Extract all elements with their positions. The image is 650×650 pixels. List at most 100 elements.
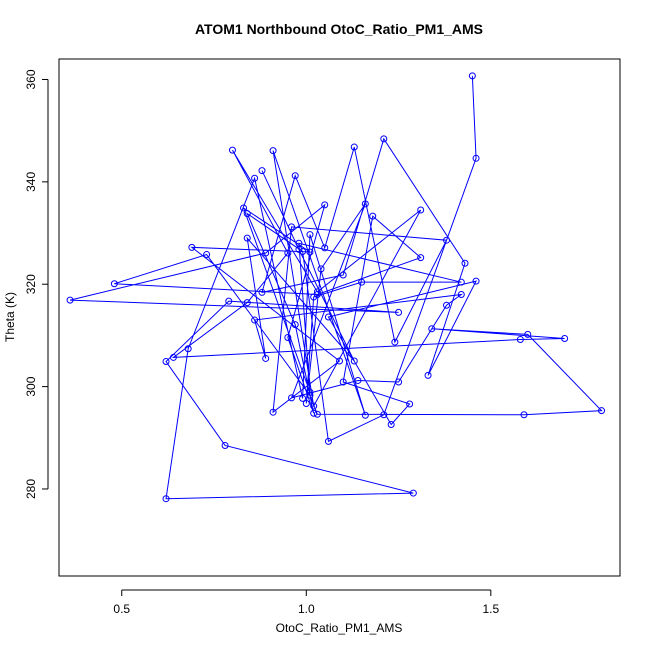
data-point <box>339 271 347 279</box>
data-point <box>409 489 417 497</box>
data-point <box>306 248 314 256</box>
data-point <box>299 247 307 255</box>
data-point <box>358 278 366 286</box>
data-point <box>380 411 388 419</box>
data-point <box>313 410 321 418</box>
data-point <box>291 321 299 329</box>
y-axis: 280 300 320 340 360 <box>24 69 49 499</box>
y-tick-label: 360 <box>24 69 38 89</box>
data-point <box>457 278 465 286</box>
x-axis-label: OtoC_Ratio_PM1_AMS <box>276 621 403 635</box>
data-point <box>310 293 318 301</box>
data-point <box>361 411 369 419</box>
data-point <box>417 206 425 214</box>
data-point <box>350 143 358 151</box>
data-point <box>339 378 347 386</box>
data-point <box>221 441 229 449</box>
data-point <box>169 353 177 361</box>
data-point <box>228 146 236 154</box>
data-point <box>310 409 318 417</box>
data-point <box>313 288 321 296</box>
data-point <box>516 336 524 344</box>
data-point <box>395 308 403 316</box>
data-point <box>387 420 395 428</box>
data-point <box>321 201 329 209</box>
data-point <box>472 277 480 285</box>
data-point <box>284 333 292 341</box>
data-point <box>262 354 270 362</box>
y-tick-label: 320 <box>24 274 38 294</box>
plot-frame <box>58 58 621 577</box>
data-point <box>461 259 469 267</box>
data-point <box>457 290 465 298</box>
data-point <box>417 254 425 262</box>
data-point <box>295 245 303 253</box>
data-point <box>269 408 277 416</box>
data-point <box>443 236 451 244</box>
data-point <box>66 296 74 304</box>
data-point <box>243 234 251 242</box>
data-point <box>324 437 332 445</box>
y-axis-label: Theta (K) <box>3 292 17 342</box>
data-point <box>203 251 211 259</box>
data-point <box>406 400 414 408</box>
data-point <box>288 223 296 231</box>
data-point <box>251 174 259 182</box>
data-point <box>288 394 296 402</box>
data-point <box>299 394 307 402</box>
data-point <box>395 378 403 386</box>
data-point <box>350 357 358 365</box>
data-point <box>184 345 192 353</box>
data-point <box>561 334 569 342</box>
x-tick-label: 1.0 <box>298 602 315 616</box>
data-point <box>258 288 266 296</box>
data-point <box>243 210 251 218</box>
x-tick-label: 1.5 <box>482 602 499 616</box>
data-point <box>162 495 170 503</box>
y-tick-label: 340 <box>24 172 38 192</box>
data-point <box>598 407 606 415</box>
series-layer <box>66 72 606 503</box>
data-point <box>324 313 332 321</box>
x-axis: 0.5 1.0 1.5 <box>113 589 499 616</box>
data-point <box>306 231 314 239</box>
data-point <box>302 399 310 407</box>
data-point <box>269 147 277 155</box>
data-point <box>443 301 451 309</box>
data-point <box>321 244 329 252</box>
data-point <box>468 72 476 80</box>
data-point <box>520 411 528 419</box>
data-point <box>251 316 259 324</box>
data-point <box>361 200 369 208</box>
data-point <box>262 249 270 257</box>
data-point <box>524 330 532 338</box>
data-point <box>428 325 436 333</box>
data-point <box>306 388 314 396</box>
data-point <box>310 402 318 410</box>
data-point <box>243 299 251 307</box>
data-point <box>424 371 432 379</box>
data-point <box>354 376 362 384</box>
data-point <box>472 154 480 162</box>
data-point <box>225 297 233 305</box>
data-point <box>380 135 388 143</box>
data-point <box>284 249 292 257</box>
data-point <box>188 243 196 251</box>
data-point <box>291 172 299 180</box>
chart-title: ATOM1 Northbound OtoC_Ratio_PM1_AMS <box>195 21 483 37</box>
data-point <box>369 212 377 220</box>
data-point <box>306 391 314 399</box>
y-tick-label: 280 <box>24 479 38 499</box>
series-line <box>69 75 603 500</box>
data-point <box>336 357 343 365</box>
data-point <box>258 167 266 175</box>
data-point <box>110 280 118 288</box>
y-tick-label: 300 <box>24 376 38 396</box>
data-point <box>162 358 170 366</box>
x-tick-label: 0.5 <box>113 602 130 616</box>
data-point <box>317 265 325 273</box>
data-point <box>391 338 399 346</box>
data-point <box>240 204 248 212</box>
